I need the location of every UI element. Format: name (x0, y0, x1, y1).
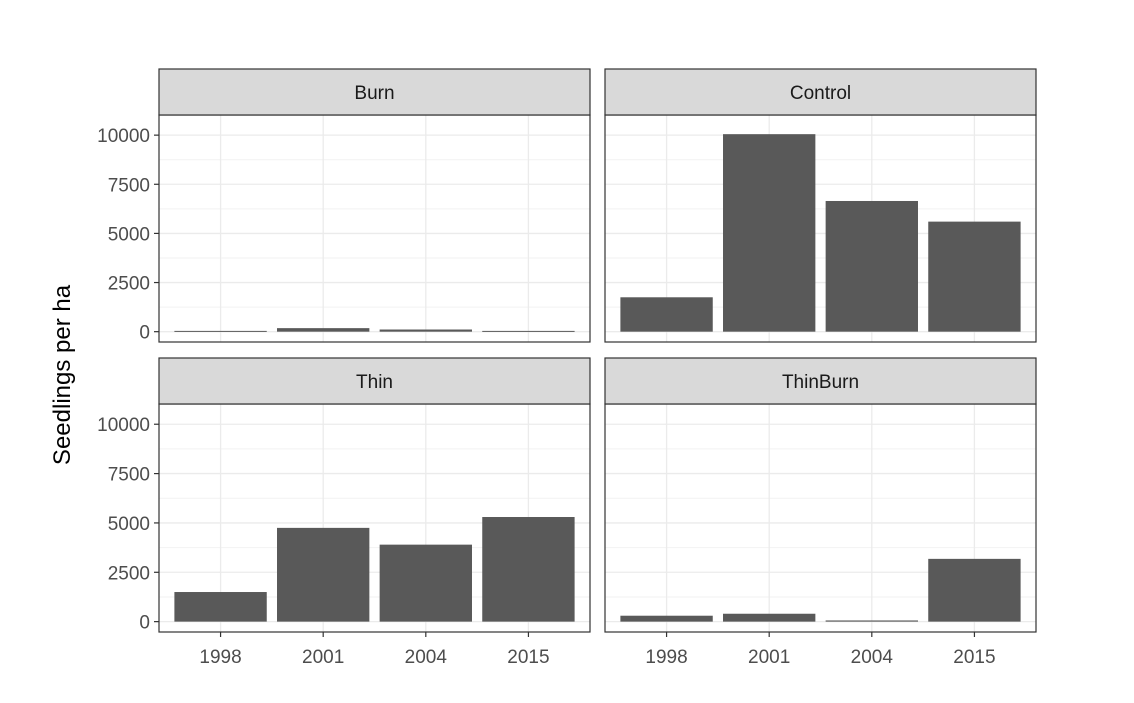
panel-thin: Thin 0 2500 5000 7500 10000 1998 2001 2004 2015 (97, 357, 591, 668)
bar-control-1998 (620, 297, 713, 332)
x-tick-label: 2004 (851, 647, 894, 668)
facet-strip (158, 68, 591, 116)
x-tick-label: 1998 (199, 647, 241, 668)
bar-thin-1998 (174, 592, 267, 622)
bar-burn-2001 (277, 328, 370, 332)
panel-thinburn: ThinBurn 1998 2001 2004 2015 (604, 357, 1037, 668)
facet-strip (604, 68, 1037, 116)
x-tick-label: 2015 (507, 647, 549, 668)
y-axis-title: Seedlings per ha (49, 284, 76, 465)
bar-thin-2001 (277, 527, 370, 622)
x-tick-label: 2004 (405, 647, 448, 668)
bar-burn-2004 (379, 329, 472, 332)
bar-burn-2015 (482, 330, 575, 332)
bar-burn-1998 (174, 330, 267, 332)
facet-strip-label: Burn (354, 83, 394, 104)
bar-thinburn-2004 (825, 620, 918, 622)
x-tick-label: 2001 (748, 647, 790, 668)
y-tick-label: 2500 (108, 563, 150, 584)
bar-thin-2004 (379, 544, 472, 622)
y-tick-label: 0 (139, 323, 150, 344)
panel-burn: Burn 0 2500 5000 7500 10000 (97, 68, 591, 344)
bar-thinburn-2001 (723, 613, 816, 622)
bar-control-2004 (825, 200, 918, 332)
y-tick-label: 7500 (108, 175, 150, 196)
y-tick-label: 10000 (97, 415, 150, 436)
y-tick-label: 0 (139, 613, 150, 634)
bar-control-2015 (928, 221, 1021, 332)
bar-thin-2015 (482, 517, 575, 622)
facet-strip (158, 357, 591, 405)
y-tick-label: 5000 (108, 224, 150, 245)
facet-strip-label: Thin (356, 372, 393, 393)
y-tick-label: 2500 (108, 274, 150, 295)
bar-thinburn-2015 (928, 558, 1021, 622)
bar-control-2001 (723, 134, 816, 332)
facet-strip (604, 357, 1037, 405)
y-tick-label: 7500 (108, 465, 150, 486)
panel-control: Control (604, 68, 1037, 343)
x-tick-label: 2001 (302, 647, 344, 668)
x-tick-label: 1998 (645, 647, 687, 668)
facet-strip-label: Control (790, 83, 851, 104)
y-tick-label: 10000 (97, 126, 150, 147)
x-tick-label: 2015 (953, 647, 995, 668)
y-tick-label: 5000 (108, 514, 150, 535)
bar-thinburn-1998 (620, 615, 713, 622)
panel-background (159, 115, 590, 342)
facet-strip-label: ThinBurn (782, 372, 859, 393)
